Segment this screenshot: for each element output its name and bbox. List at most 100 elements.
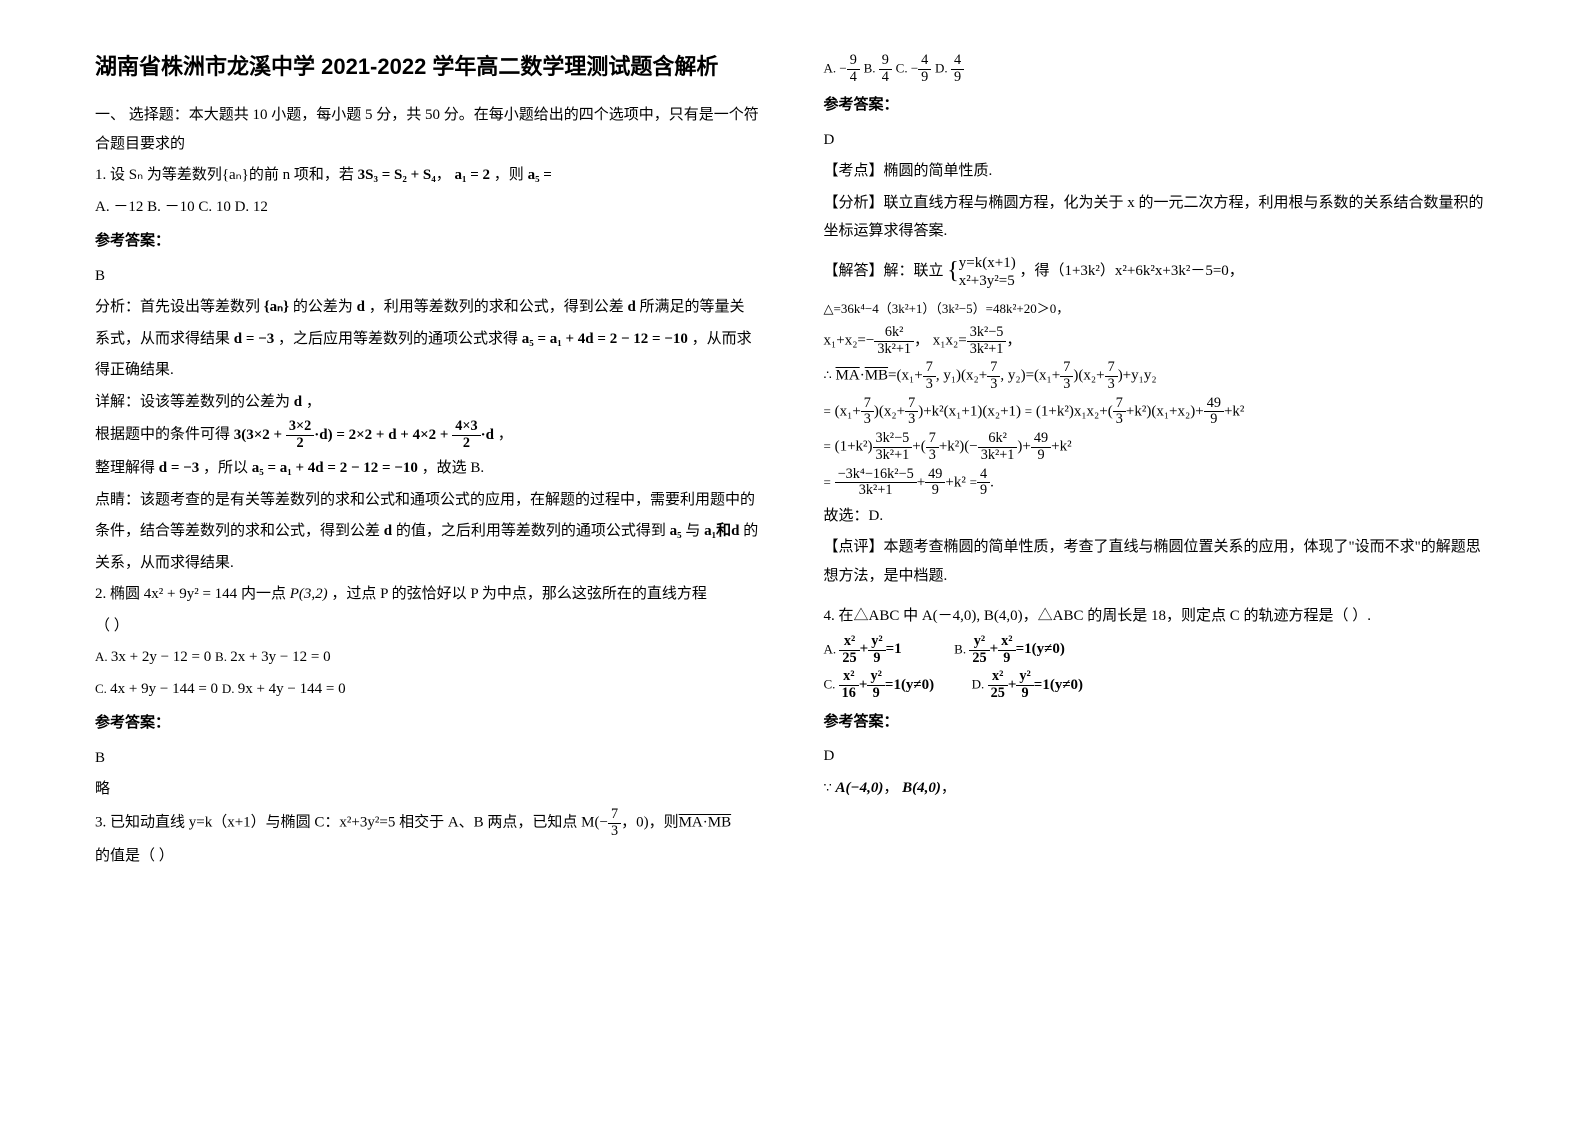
q4-Df2n: y² (1016, 669, 1033, 686)
q4-Bf2d: 9 (998, 651, 1015, 667)
q3-vf1d: 3k²+1 (874, 342, 914, 358)
q1-a5eq: a₅ = a₁ + 4d = 2 − 12 = −10 (522, 331, 688, 347)
f499a: 499 (1204, 396, 1224, 428)
q1-a1a: 分析：首先设出等差数列 (95, 299, 260, 315)
l2h: +k² (1224, 403, 1244, 419)
q1-analysis-3: 得正确结果. (95, 356, 764, 385)
l2e: (1+k²)x₁x₂+( (1036, 403, 1113, 419)
q1-analysis-1: 分析：首先设出等差数列 {aₙ} 的公差为 d ，利用等差数列的求和公式，得到公… (95, 293, 764, 322)
q1-stem: 1. 设 Sₙ 为等差数列{aₙ}的前 n 项和，若 3S₃ = S₂ + S₄… (95, 161, 764, 190)
q3-sl: 【解答】解：联立 (824, 263, 944, 279)
l4f2n: 49 (925, 467, 945, 484)
q1-ce-r: ·d (481, 427, 494, 443)
f73ed: 3 (861, 412, 874, 428)
l3f1: 3k²−53k²+1 (873, 431, 913, 463)
q3-fAn: 9 (847, 53, 860, 70)
l3eq: = (824, 439, 831, 454)
q4-stem: 4. 在△ABC 中 A(－4,0), B(4,0)，△ABC 的周长是 18，… (824, 602, 1493, 631)
q1-options: A. －12 B. －10 C. 10 D. 12 (95, 193, 764, 222)
f73gn: 7 (1113, 396, 1126, 413)
q1-d1: d (357, 299, 365, 315)
l4f1n: −3k⁴−16k²−5 (835, 467, 917, 484)
q2-eq: 4x² + 9y² = 144 (144, 586, 237, 602)
q4-Af1d: 25 (839, 651, 859, 667)
q2-pt: P(3,2) (290, 586, 328, 602)
q1-tip2: 条件，结合等差数列的求和公式，得到公差 d 的值，之后利用等差数列的通项公式得到… (95, 517, 764, 546)
q1-tip1: 点睛：该题考查的是有关等差数列的求和公式和通项公式的应用，在解题的过程中，需要利… (95, 486, 764, 515)
q1-simplify: 整理解得 d = −3 ，所以 a₅ = a₁ + 4d = 2 − 12 = … (95, 454, 764, 483)
f73en: 7 (861, 396, 874, 413)
q4-optsAB: A. x²25+y²9=1 B. y²25+x²9=1(y≠0) (824, 634, 1493, 666)
q2-brief: 略 (95, 775, 764, 804)
f73fn: 7 (905, 396, 918, 413)
q3-v1: x₁+x₂=− (824, 333, 875, 349)
q1-t2and: 与 (685, 523, 700, 539)
q1-f2d: 2 (452, 436, 480, 452)
q4-answer: D (824, 742, 1493, 771)
q3-fCd: 9 (918, 70, 931, 86)
q2-paren: （ ） (95, 612, 764, 641)
q4-bc: ∵ (824, 780, 832, 795)
q2-A: 3x + 2y − 12 = 0 (111, 649, 211, 665)
q3-my2: , y₂)=(x₁+ (1000, 368, 1060, 384)
q3-fBn: 9 (879, 53, 892, 70)
q1-t2d: d (384, 523, 392, 539)
f73f: 73 (905, 396, 918, 428)
q1-t2a1d: a₁和d (704, 523, 739, 539)
q3-sm: ，得（1+3k²）x²+6k²x+3k²－5=0， (1019, 263, 1243, 279)
q4-Af1: x²25 (839, 634, 859, 666)
q3-fd: 3 (608, 824, 621, 840)
q4-Bf1: y²25 (969, 634, 989, 666)
l4res: 49 (977, 467, 990, 499)
q2-B: 2x + 3y − 12 = 0 (230, 649, 330, 665)
q1-cc: ， (498, 427, 513, 443)
q4-Bf2: x²9 (998, 634, 1015, 666)
f73hd: 3 (926, 448, 939, 464)
q3-fA: 94 (847, 53, 860, 85)
l3b: +k²)(− (939, 439, 978, 455)
l3a: (1+k²) (835, 439, 873, 455)
q4-Cf2d: 9 (867, 686, 884, 702)
l3c: )+ (1017, 439, 1030, 455)
q3-stem2: 的值是（ ） (95, 842, 764, 871)
l4dot: . (990, 474, 994, 490)
q1-answer: B (95, 262, 764, 291)
q4-Cf2n: y² (867, 669, 884, 686)
q1-tip3: 关系，从而求得结果. (95, 549, 764, 578)
f73cn: 7 (1060, 360, 1073, 377)
f499an: 49 (1204, 396, 1224, 413)
q1-s-m: ，所以 (203, 460, 248, 476)
q4-because: ∵ A(−4,0)， B(4,0)， (824, 774, 1493, 803)
q4-Df1n: x² (988, 669, 1008, 686)
q1-a2c: ，从而求 (692, 331, 752, 347)
right-column: A. −94 B. 94 C. −49 D. 49 参考答案： D 【考点】椭圆… (824, 50, 1493, 1072)
q4-Cf1d: 16 (839, 686, 859, 702)
f73e: 73 (861, 396, 874, 428)
q1-s-s: ，故选 B. (422, 460, 485, 476)
l4rd: 9 (977, 483, 990, 499)
q1-s-d: d = −3 (159, 460, 199, 476)
q4-b: B(4,0) (902, 780, 941, 796)
q1-det-lbl: 详解：设该等差数列的公差为 (95, 394, 290, 410)
l3d: +k² (1051, 439, 1071, 455)
f73bn: 7 (987, 360, 1000, 377)
q2-ans-label: 参考答案： (95, 709, 764, 738)
l3f3n: 49 (1031, 431, 1051, 448)
q1-t2a5: a₅ (670, 523, 682, 539)
q4-Df1d: 25 (988, 686, 1008, 702)
q1-a1-set: {aₙ} (264, 299, 289, 315)
q4-Df2d: 9 (1016, 686, 1033, 702)
f73cd: 3 (1060, 377, 1073, 393)
l3f2d: 3k²+1 (978, 448, 1018, 464)
l4k2: +k² (945, 474, 965, 490)
q4-Af2n: y² (868, 634, 885, 651)
q3-solve: 【解答】解：联立 {y=k(x+1)x²+3y²=5 ，得（1+3k²）x²+6… (824, 249, 1493, 295)
q1-a1b: 的公差为 (293, 299, 353, 315)
l3f2n: 6k² (978, 431, 1018, 448)
q1-prefix: 1. 设 Sₙ 为等差数列{aₙ}的前 n 项和，若 (95, 167, 354, 183)
q4-Af1n: x² (839, 634, 859, 651)
q3-kp: 【考点】椭圆的简单性质. (824, 157, 1493, 186)
q4-Bp: B. (954, 641, 969, 656)
q2-C: 4x + 9y − 144 = 0 (110, 681, 218, 697)
q3-me: )+y₁y₂ (1118, 368, 1157, 384)
